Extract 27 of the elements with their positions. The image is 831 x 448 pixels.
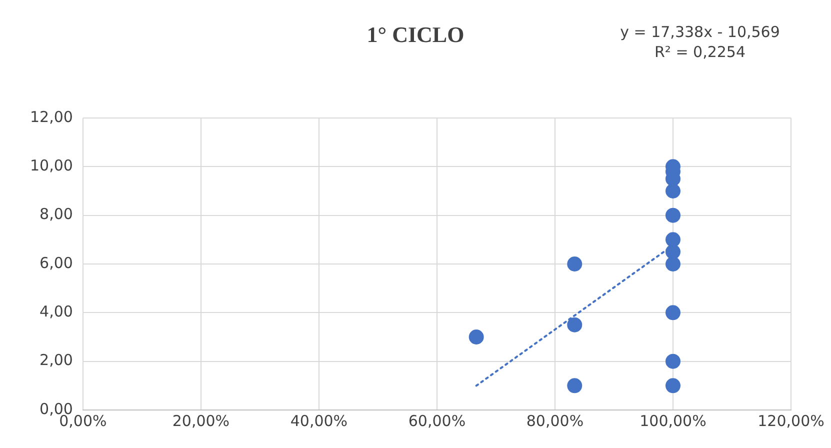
x-tick-label: 100,00% (640, 412, 706, 430)
y-tick-label: 6,00 (40, 254, 73, 272)
y-tick-label: 2,00 (40, 351, 73, 370)
x-tick-label: 60,00% (408, 412, 466, 430)
point (665, 244, 680, 260)
point (665, 208, 680, 223)
point (665, 305, 680, 320)
x-tick-label: 40,00% (290, 412, 348, 430)
y-tick-label: 12,00 (30, 108, 73, 126)
point (567, 317, 582, 332)
x-tick-label: 80,00% (526, 412, 584, 430)
y-tick-label: 10,00 (30, 156, 73, 175)
chart-title: 1° CICLO (366, 22, 464, 47)
point (665, 184, 680, 198)
point (665, 232, 680, 248)
text: R² = 0,2254 (653, 42, 747, 62)
y-tick-label: 8,00 (40, 205, 73, 224)
point (567, 256, 582, 272)
x-tick-label: 20,00% (172, 412, 230, 430)
point (665, 354, 680, 369)
y-tick-label: 4,00 (40, 302, 73, 321)
text: y = 17,338x - 10,569 (619, 22, 781, 42)
point (665, 378, 680, 394)
point (567, 378, 582, 394)
point (468, 330, 484, 344)
point (665, 256, 680, 272)
x-tick-label: 120,00% (758, 412, 824, 430)
